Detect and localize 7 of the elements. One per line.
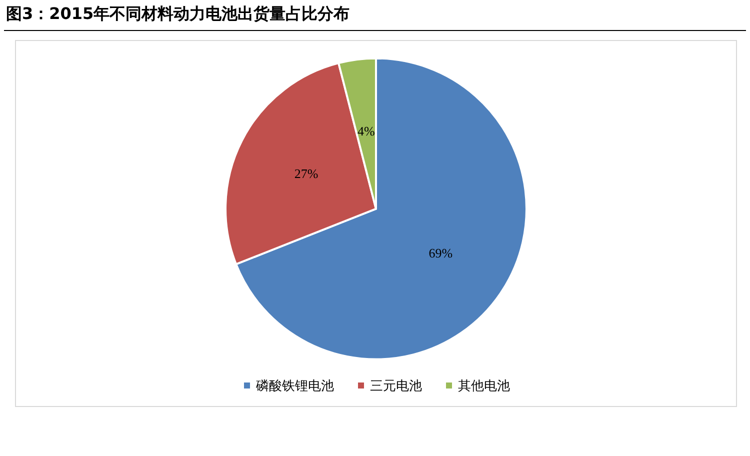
legend-label: 三元电池 xyxy=(370,378,422,393)
data-label: 69% xyxy=(428,245,453,260)
chart-title: 图3：2015年不同材料动力电池出货量占比分布 xyxy=(6,4,350,25)
legend-label: 磷酸铁锂电池 xyxy=(255,378,334,393)
data-label: 4% xyxy=(358,124,376,139)
legend-label: 其他电池 xyxy=(458,378,510,393)
data-label: 27% xyxy=(294,166,318,181)
